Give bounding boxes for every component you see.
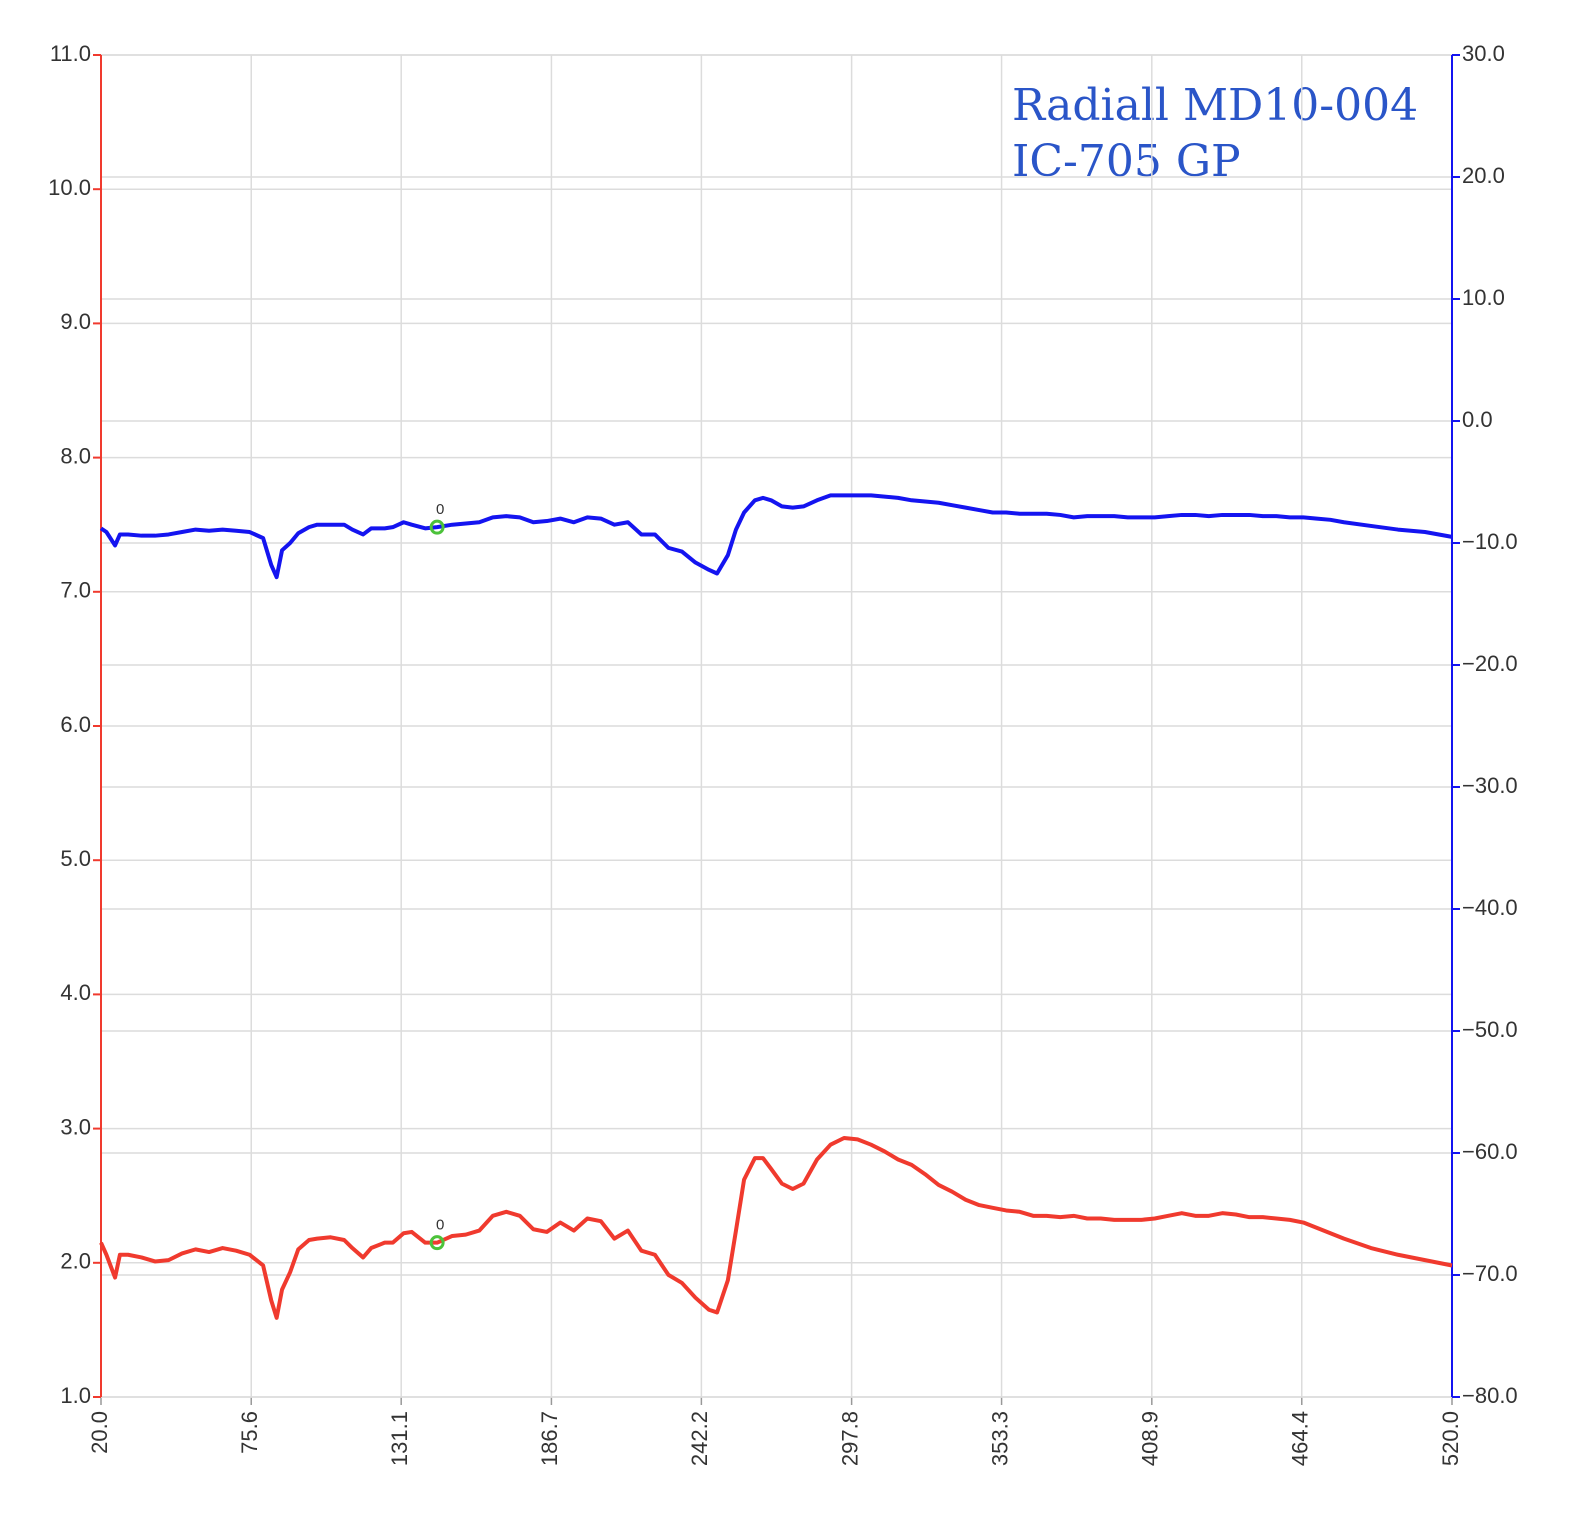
y-tick-label: 5.0 [60, 846, 91, 871]
y2-tick-label: −70.0 [1462, 1261, 1518, 1286]
x-tick-label: 408.9 [1138, 1411, 1163, 1466]
y2-tick-label: −30.0 [1462, 773, 1518, 798]
y2-tick-label: −60.0 [1462, 1139, 1518, 1164]
x-tick-label: 186.7 [537, 1411, 562, 1466]
y2-tick-label: −50.0 [1462, 1017, 1518, 1042]
chart-subtitle: IC-705 GP [1012, 136, 1241, 187]
marker-label: 0 [436, 1217, 444, 1234]
y-tick-label: 4.0 [60, 980, 91, 1005]
y-tick-label: 10.0 [48, 175, 91, 200]
x-tick-label: 353.3 [987, 1411, 1012, 1466]
y2-tick-label: −20.0 [1462, 651, 1518, 676]
series-line [99, 1135, 1453, 1320]
x-tick-label: 297.8 [837, 1411, 862, 1466]
y-tick-label: 9.0 [60, 309, 91, 334]
y-tick-label: 3.0 [60, 1114, 91, 1139]
chart-title: Radiall MD10-004 [1012, 80, 1418, 131]
marker-label: 0 [436, 501, 444, 518]
y-tick-label: 2.0 [60, 1249, 91, 1274]
y-tick-label: 11.0 [50, 41, 91, 66]
y2-tick-label: 10.0 [1462, 285, 1505, 310]
marker [429, 519, 445, 535]
x-tick-label: 464.4 [1288, 1411, 1313, 1466]
y2-tick-label: −10.0 [1462, 529, 1518, 554]
x-tick-label: 131.1 [387, 1411, 412, 1466]
y2-tick-label: 0.0 [1462, 407, 1493, 432]
y-tick-label: 1.0 [60, 1383, 91, 1408]
x-tick-label: 242.2 [687, 1411, 712, 1466]
y2-tick-label: 20.0 [1462, 163, 1505, 188]
y2-tick-label: 30.0 [1462, 41, 1505, 66]
x-tick-label: 520.0 [1438, 1411, 1463, 1466]
y2-tick-label: −40.0 [1462, 895, 1518, 920]
series-line [99, 493, 1453, 580]
x-tick-label: 75.6 [237, 1411, 262, 1454]
y2-tick-label: −80.0 [1462, 1383, 1518, 1408]
x-tick-label: 20.0 [87, 1411, 112, 1454]
y-tick-label: 7.0 [60, 578, 91, 603]
y-tick-label: 6.0 [60, 712, 91, 737]
y-tick-label: 8.0 [60, 443, 91, 468]
marker [429, 1235, 445, 1251]
